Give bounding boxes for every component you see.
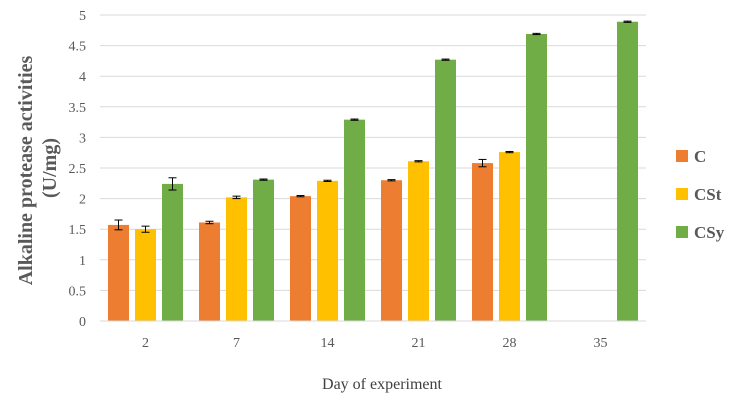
error-bar [205,220,214,225]
error-bar [168,177,177,191]
x-tick-label: 14 [321,336,335,351]
gridlines [100,14,646,291]
x-tick-label: 35 [594,336,608,351]
bar-c-day-7 [199,222,220,321]
y-tick-label: 0 [79,315,86,330]
error-bar [296,195,305,198]
error-bar [232,195,241,200]
error-bar [323,179,332,182]
bar-csy-day-2 [162,183,183,321]
bar-cst-day-2 [135,229,156,321]
bar-c-day-2 [108,224,129,321]
legend-label: CSy [694,223,725,242]
legend-item-csy: CSy [676,223,725,242]
bar-cst-day-14 [317,180,338,321]
x-tick-label: 28 [503,336,517,351]
y-tick-label: 3.5 [69,101,87,116]
legend-swatch [676,188,688,200]
x-axis-ticks: 2 7 14 21 28 35 [142,336,608,351]
error-bar [623,20,632,23]
error-bar [505,150,514,154]
error-bar [414,160,423,163]
legend-label: C [694,147,706,166]
y-tick-label: 2.5 [69,162,87,177]
error-bar [350,118,359,121]
bar-cst-day-7 [226,197,247,321]
bar-csy-day-28 [526,33,547,322]
bar-c-day-28 [472,163,493,321]
error-bar [441,58,450,61]
x-tick-label: 2 [142,336,149,351]
error-bar [141,225,150,233]
error-bar [114,219,123,231]
bar-cst-day-21 [408,161,429,321]
bar-csy-day-7 [253,179,274,321]
bar-c-day-21 [381,180,402,321]
y-axis-ticks: 0 0.5 1 1.5 2 2.5 3 3.5 4 4.5 5 [69,9,87,330]
legend: C CSt CSy [676,147,725,242]
bar-c-day-14 [290,196,311,321]
y-tick-label: 4.5 [69,40,87,55]
legend-label: CSt [694,185,722,204]
error-bar [387,179,396,182]
y-tick-label: 1.5 [69,223,87,238]
error-bar [478,158,487,168]
error-bar [532,32,541,36]
x-axis-title: Day of experiment [322,376,443,393]
error-bar [259,178,268,181]
bar-cst-day-28 [499,152,520,321]
y-tick-label: 3 [79,131,86,146]
legend-swatch [676,226,688,238]
legend-swatch [676,150,688,162]
y-tick-label: 1 [79,254,86,269]
y-axis-title-line-1: Alkaline protease activities [15,55,37,285]
y-tick-label: 2 [79,193,86,208]
legend-item-cst: CSt [676,185,722,204]
bar-csy-day-35 [617,21,638,322]
y-axis-title-line-2: (U/mg) [39,138,61,198]
y-tick-label: 0.5 [69,284,87,299]
x-tick-label: 7 [233,336,240,351]
bar-csy-day-14 [344,119,365,321]
bar-csy-day-21 [435,59,456,322]
y-axis-title: Alkaline protease activities (U/mg) [15,51,61,286]
legend-item-c: C [676,147,706,166]
y-tick-label: 5 [79,9,86,24]
bars [108,20,638,322]
x-tick-label: 21 [412,336,426,351]
y-tick-label: 4 [79,70,86,85]
